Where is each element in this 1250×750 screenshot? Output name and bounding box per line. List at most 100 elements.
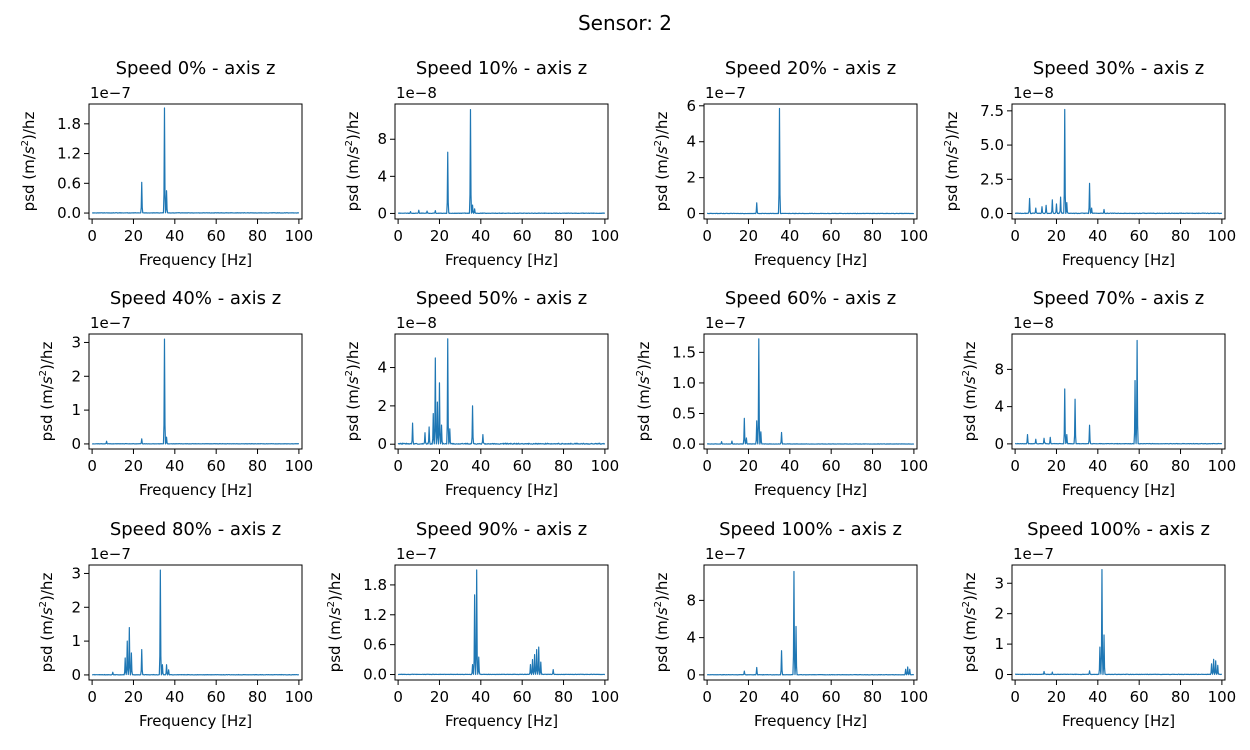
y-tick-label: 3	[71, 564, 81, 582]
psd-series-line	[91, 338, 300, 445]
subplot-title: Speed 40% - axis z	[110, 288, 281, 309]
y-tick-label: 0.0	[672, 435, 696, 453]
x-tick-label: 100	[900, 227, 929, 245]
y-tick-label: 1.8	[57, 115, 81, 133]
y-tick-label: 2	[686, 169, 696, 187]
psd-series-line	[397, 338, 606, 445]
offset-label: 1e−7	[396, 545, 437, 563]
y-tick-label: 1.8	[363, 576, 387, 594]
subplot-2: Speed 20% - axis z 1e−7 0 20 40 60 80 100 0 2 4 6 Fr…	[653, 58, 928, 269]
subplot-8: Speed 80% - axis z 1e−7 0 20 40 60 80 100 0 1 2 3 Fr…	[38, 519, 313, 730]
x-tick-label: 100	[591, 457, 620, 475]
x-tick-label: 0	[702, 227, 712, 245]
x-tick-label: 40	[471, 227, 490, 245]
x-tick-label: 80	[554, 688, 573, 706]
x-tick-label: 20	[430, 688, 449, 706]
y-tick-label: 0	[994, 666, 1004, 684]
x-tick-label: 20	[124, 227, 143, 245]
x-tick-label: 80	[1171, 457, 1190, 475]
x-tick-label: 20	[739, 457, 758, 475]
y-tick-label: 2.5	[980, 170, 1004, 188]
subplot-title: Speed 80% - axis z	[110, 519, 281, 540]
y-axis-label: psd (m/s2)/hz	[943, 112, 961, 212]
subplot-title: Speed 20% - axis z	[725, 58, 896, 79]
x-tick-label: 60	[207, 227, 226, 245]
x-axis-label: Frequency [Hz]	[1062, 251, 1175, 269]
x-tick-label: 80	[863, 457, 882, 475]
x-axis-label: Frequency [Hz]	[445, 251, 558, 269]
x-axis-label: Frequency [Hz]	[139, 712, 252, 730]
offset-label: 1e−8	[396, 84, 437, 102]
subplot-title: Speed 10% - axis z	[416, 58, 587, 79]
subplot-title: Speed 90% - axis z	[416, 519, 587, 540]
subplot-1: Speed 10% - axis z 1e−8 0 20 40 60 80 100 0 4 8 Fre…	[344, 58, 619, 269]
psd-series-line	[1014, 339, 1223, 445]
x-tick-label: 100	[900, 457, 929, 475]
y-tick-label: 1.2	[57, 145, 81, 163]
y-axis-label: psd (m/s2)/hz	[961, 342, 979, 442]
axes-frame	[394, 333, 609, 450]
subplot-9: Speed 90% - axis z 1e−7 0 20 40 60 80 100 0.0 0.6…	[326, 519, 619, 730]
x-tick-label: 60	[822, 457, 841, 475]
x-tick-label: 40	[471, 688, 490, 706]
x-axis-label: Frequency [Hz]	[139, 481, 252, 499]
y-tick-label: 1	[994, 635, 1004, 653]
y-tick-label: 0	[71, 666, 81, 684]
x-tick-label: 60	[513, 688, 532, 706]
subplot-title: Speed 100% - axis z	[719, 519, 902, 540]
x-tick-label: 60	[1130, 688, 1149, 706]
y-tick-label: 2	[994, 605, 1004, 623]
x-tick-label: 0	[87, 688, 97, 706]
x-axis-label: Frequency [Hz]	[1062, 712, 1175, 730]
x-axis-label: Frequency [Hz]	[754, 481, 867, 499]
x-tick-label: 100	[285, 688, 314, 706]
offset-label: 1e−7	[705, 84, 746, 102]
psd-series-line	[1014, 568, 1223, 676]
x-tick-label: 100	[591, 688, 620, 706]
psd-series-line	[91, 569, 299, 676]
offset-label: 1e−7	[705, 545, 746, 563]
x-tick-label: 40	[1088, 688, 1107, 706]
y-tick-label: 7.5	[980, 102, 1004, 120]
x-axis-label: Frequency [Hz]	[754, 712, 867, 730]
x-tick-label: 20	[430, 227, 449, 245]
y-tick-label: 8	[686, 591, 696, 609]
y-axis-label: psd (m/s2)/hz	[326, 573, 344, 673]
axes-frame	[1011, 564, 1226, 681]
x-tick-label: 0	[702, 457, 712, 475]
y-tick-label: 1	[71, 632, 81, 650]
x-tick-label: 40	[471, 457, 490, 475]
x-tick-label: 100	[1208, 227, 1237, 245]
subplot-11: Speed 100% - axis z 1e−7 0 20 40 60 80 100 0 1 2 3 F…	[961, 519, 1236, 730]
offset-label: 1e−7	[90, 84, 131, 102]
y-tick-label: 0	[377, 435, 387, 453]
offset-label: 1e−7	[1013, 545, 1054, 563]
y-tick-label: 0.5	[672, 405, 696, 423]
x-tick-label: 80	[863, 227, 882, 245]
x-tick-label: 20	[1047, 457, 1066, 475]
x-tick-label: 0	[1010, 227, 1020, 245]
y-tick-label: 1.2	[363, 606, 387, 624]
offset-label: 1e−7	[90, 314, 131, 332]
x-tick-label: 100	[285, 457, 314, 475]
offset-label: 1e−8	[1013, 84, 1054, 102]
x-tick-label: 20	[739, 227, 758, 245]
x-axis-label: Frequency [Hz]	[445, 712, 558, 730]
x-tick-label: 40	[780, 688, 799, 706]
subplot-title: Speed 70% - axis z	[1033, 288, 1204, 309]
subplot-6: Speed 60% - axis z 1e−7 0 20 40 60 80 100 0.0 0.5…	[635, 288, 928, 499]
x-tick-label: 20	[739, 688, 758, 706]
x-tick-label: 80	[248, 688, 267, 706]
x-tick-label: 20	[124, 457, 143, 475]
x-tick-label: 80	[248, 227, 267, 245]
x-axis-label: Frequency [Hz]	[139, 251, 252, 269]
subplot-5: Speed 50% - axis z 1e−8 0 20 40 60 80 100 0 2 4 Fre…	[344, 288, 619, 499]
y-tick-label: 8	[377, 130, 387, 148]
x-tick-label: 40	[1088, 457, 1107, 475]
y-axis-label: psd (m/s2)/hz	[344, 112, 362, 212]
y-tick-label: 2	[377, 397, 387, 415]
x-tick-label: 80	[1171, 688, 1190, 706]
x-tick-label: 40	[780, 227, 799, 245]
y-tick-label: 0.6	[57, 174, 81, 192]
y-tick-label: 6	[686, 97, 696, 115]
